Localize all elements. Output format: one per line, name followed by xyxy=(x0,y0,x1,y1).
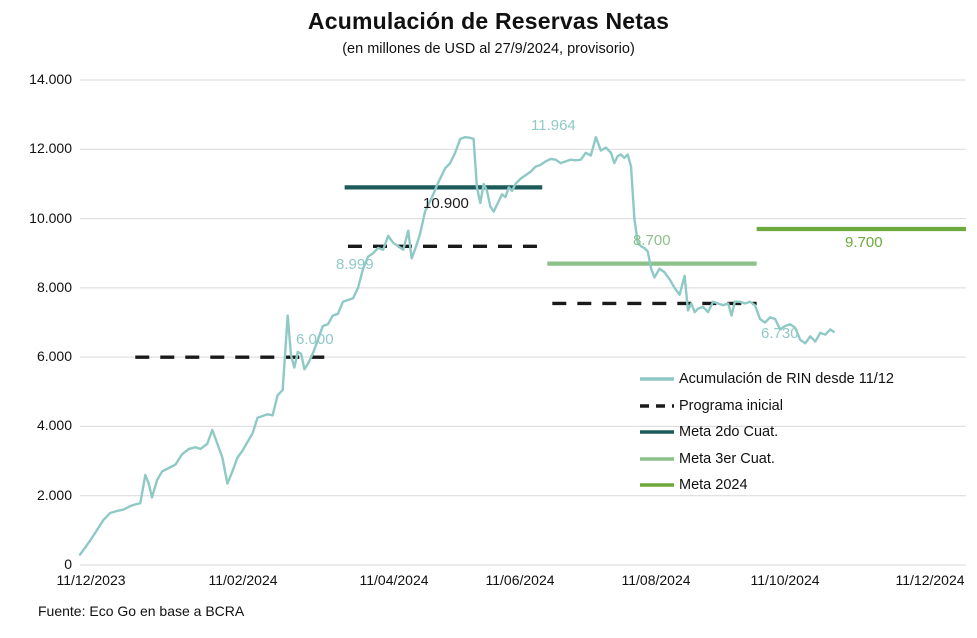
legend-swatch-icon xyxy=(640,452,674,466)
x-axis-tick-label: 11/06/2024 xyxy=(485,572,555,588)
source-note: Fuente: Eco Go en base a BCRA xyxy=(38,603,245,619)
legend-swatch-icon xyxy=(640,425,674,439)
legend-swatch-icon xyxy=(640,372,674,386)
y-axis-tick-label: 10.000 xyxy=(29,209,72,226)
series-line xyxy=(78,135,835,556)
y-axis-tick-label: 6.000 xyxy=(36,348,72,365)
data-label: 6.000 xyxy=(296,331,334,348)
legend-swatch-icon xyxy=(640,478,674,492)
gridlines xyxy=(80,79,966,566)
x-axis-tick-label: 11/04/2024 xyxy=(359,572,429,588)
legend-item[interactable]: Acumulación de RIN desde 11/12 xyxy=(640,366,894,393)
y-axis-tick-label: 0 xyxy=(64,556,72,572)
y-axis-tick-label: 8.000 xyxy=(36,278,72,295)
data-label: 10.900 xyxy=(423,195,469,212)
chart-subtitle: (en millones de USD al 27/9/2024, provis… xyxy=(342,41,635,57)
x-axis-tick-label: 11/12/2024 xyxy=(895,572,965,588)
legend-item-label: Meta 3er Cuat. xyxy=(679,450,775,467)
data-label: 11.964 xyxy=(531,117,576,134)
chart-legend: Acumulación de RIN desde 11/12 Programa i… xyxy=(640,366,894,499)
legend-item[interactable]: Meta 3er Cuat. xyxy=(640,446,894,473)
chart-title: Acumulación de Reservas Netas xyxy=(307,8,670,34)
x-axis-tick-label: 11/02/2024 xyxy=(208,572,278,588)
y-axis-tick-label: 2.000 xyxy=(36,486,72,503)
reference-lines xyxy=(135,185,966,359)
x-axis-tick-label: 11/10/2024 xyxy=(750,572,820,588)
y-axis-tick-label: 4.000 xyxy=(36,417,72,434)
x-axis-tick-label: 11/08/2024 xyxy=(621,572,691,588)
y-axis-tick-label: 14.000 xyxy=(29,71,72,87)
y-axis-tick-label: 12.000 xyxy=(29,140,72,157)
data-label: 8.700 xyxy=(633,232,671,249)
data-label: 9.700 xyxy=(845,234,883,251)
legend-item-label: Meta 2do Cuat. xyxy=(679,424,779,441)
legend-item-label: Programa inicial xyxy=(679,397,783,414)
legend-item-label: Meta 2024 xyxy=(679,477,748,494)
legend-item-label: Acumulación de RIN desde 11/12 xyxy=(679,371,894,388)
legend-item[interactable]: Programa inicial xyxy=(640,393,894,420)
data-label: 6.730 xyxy=(761,325,799,342)
x-axis-tick-label: 11/12/2023 xyxy=(56,572,126,588)
data-series xyxy=(78,135,835,556)
data-label: 8.999 xyxy=(336,256,374,273)
legend-item[interactable]: Meta 2024 xyxy=(640,472,894,499)
legend-item[interactable]: Meta 2do Cuat. xyxy=(640,419,894,446)
legend-swatch-icon xyxy=(640,399,674,413)
